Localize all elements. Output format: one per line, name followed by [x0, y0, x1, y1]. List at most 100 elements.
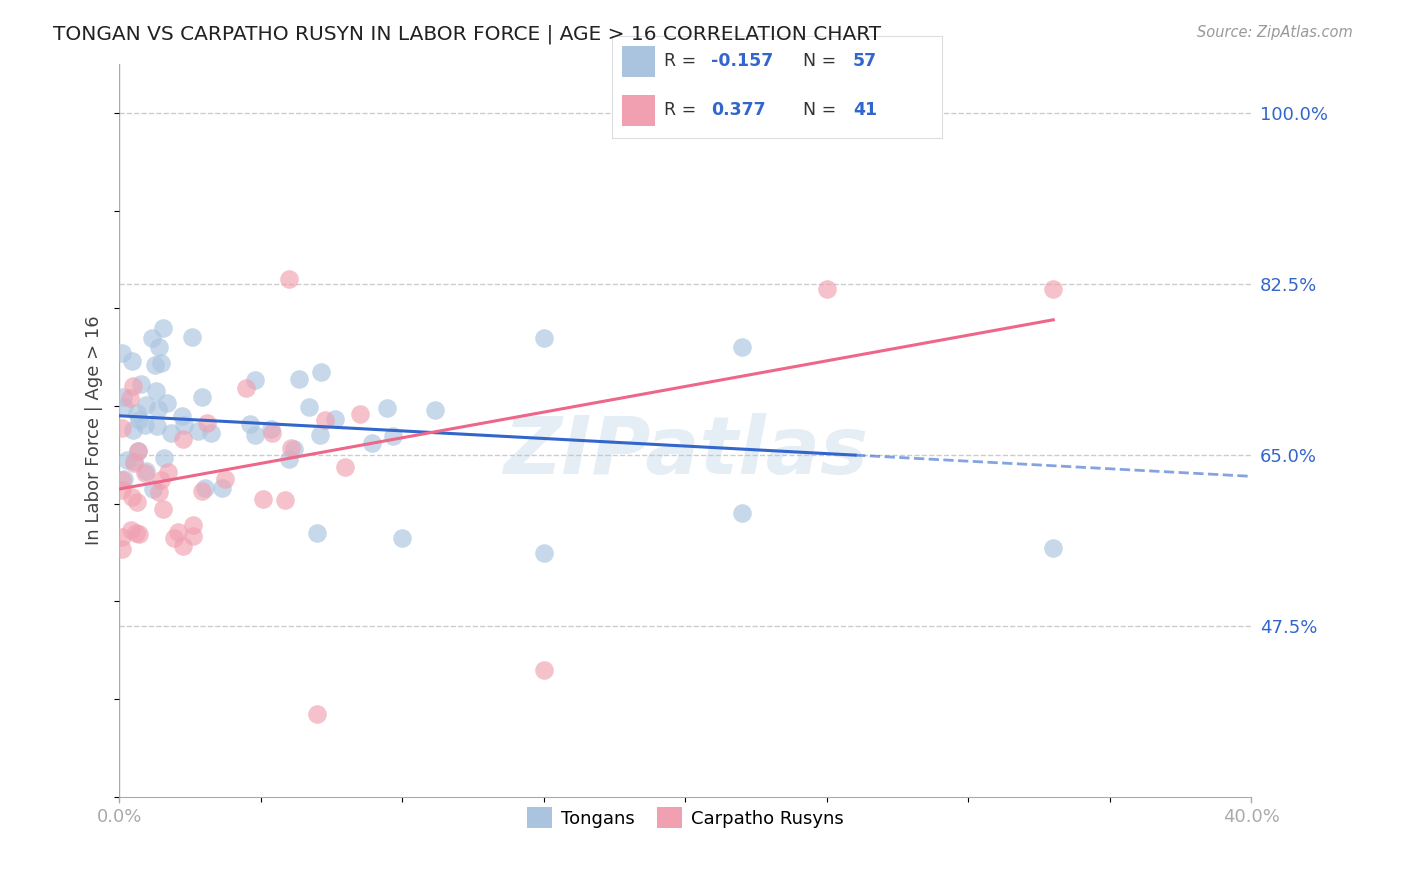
Text: -0.157: -0.157 — [710, 52, 773, 70]
Point — [127, 444, 149, 458]
Point — [278, 272, 301, 286]
Point — [111, 473, 134, 487]
Point — [195, 416, 218, 430]
Point — [153, 450, 176, 465]
Point — [172, 432, 194, 446]
Point — [349, 407, 371, 421]
Point — [135, 398, 157, 412]
Point — [1042, 282, 1064, 296]
Text: 0.377: 0.377 — [710, 101, 765, 119]
Point — [111, 346, 134, 360]
Point — [381, 428, 404, 442]
Point — [533, 330, 555, 344]
Point — [239, 417, 262, 432]
Point — [128, 526, 150, 541]
Point — [112, 390, 135, 404]
Point — [308, 428, 330, 442]
Point — [172, 539, 194, 553]
Point — [143, 358, 166, 372]
Point — [127, 444, 149, 458]
Point — [309, 365, 332, 379]
Point — [135, 464, 157, 478]
Text: N =: N = — [803, 52, 842, 70]
Point — [152, 502, 174, 516]
Point — [243, 428, 266, 442]
Point — [129, 376, 152, 391]
Text: R =: R = — [665, 101, 702, 119]
Point — [273, 493, 295, 508]
Point — [148, 401, 170, 416]
Bar — [621, 45, 655, 77]
Point — [148, 484, 170, 499]
Text: Source: ZipAtlas.com: Source: ZipAtlas.com — [1197, 25, 1353, 40]
Legend: Tongans, Carpatho Rusyns: Tongans, Carpatho Rusyns — [520, 800, 851, 836]
Point — [200, 425, 222, 440]
Point — [307, 526, 329, 541]
Point — [152, 321, 174, 335]
Text: ZIPatlas: ZIPatlas — [503, 413, 868, 491]
Point — [124, 456, 146, 470]
Point — [112, 401, 135, 415]
Point — [112, 473, 135, 487]
Text: TONGAN VS CARPATHO RUSYN IN LABOR FORCE | AGE > 16 CORRELATION CHART: TONGAN VS CARPATHO RUSYN IN LABOR FORCE … — [53, 25, 882, 45]
Point — [360, 435, 382, 450]
Point — [731, 340, 754, 354]
Point — [141, 330, 163, 344]
Point — [111, 421, 134, 435]
Point — [307, 706, 329, 721]
Point — [124, 525, 146, 540]
Point — [121, 353, 143, 368]
Point — [280, 442, 302, 456]
Point — [391, 531, 413, 545]
Point — [170, 409, 193, 423]
Point — [191, 390, 214, 404]
Point — [111, 530, 134, 544]
Point — [423, 403, 446, 417]
Point — [333, 460, 356, 475]
Point — [214, 471, 236, 485]
Point — [156, 396, 179, 410]
Point — [260, 422, 283, 436]
Point — [148, 340, 170, 354]
Point — [125, 406, 148, 420]
Point — [815, 282, 838, 296]
Point — [128, 413, 150, 427]
Point — [314, 413, 336, 427]
Point — [166, 524, 188, 539]
Point — [252, 491, 274, 506]
Point — [111, 542, 134, 557]
Point — [235, 381, 257, 395]
Text: N =: N = — [803, 101, 842, 119]
Point — [142, 482, 165, 496]
Point — [377, 401, 399, 415]
Point — [117, 453, 139, 467]
Point — [111, 483, 134, 498]
Point — [191, 483, 214, 498]
Point — [181, 529, 204, 543]
Point — [194, 481, 217, 495]
Y-axis label: In Labor Force | Age > 16: In Labor Force | Age > 16 — [86, 316, 103, 545]
Point — [121, 423, 143, 437]
Point — [156, 465, 179, 479]
Point — [211, 481, 233, 495]
Point — [150, 356, 173, 370]
Point — [150, 473, 173, 487]
Point — [121, 490, 143, 504]
Point — [160, 426, 183, 441]
Point — [122, 454, 145, 468]
Point — [187, 424, 209, 438]
Point — [260, 426, 283, 441]
Point — [533, 545, 555, 559]
Point — [146, 419, 169, 434]
Point — [181, 330, 204, 344]
Point — [118, 391, 141, 405]
Point — [298, 401, 321, 415]
Point — [134, 417, 156, 432]
Bar — [621, 95, 655, 126]
Point — [323, 412, 346, 426]
Point — [122, 379, 145, 393]
Text: 41: 41 — [853, 101, 877, 119]
Point — [1042, 541, 1064, 555]
Point — [278, 452, 301, 467]
Point — [181, 518, 204, 533]
